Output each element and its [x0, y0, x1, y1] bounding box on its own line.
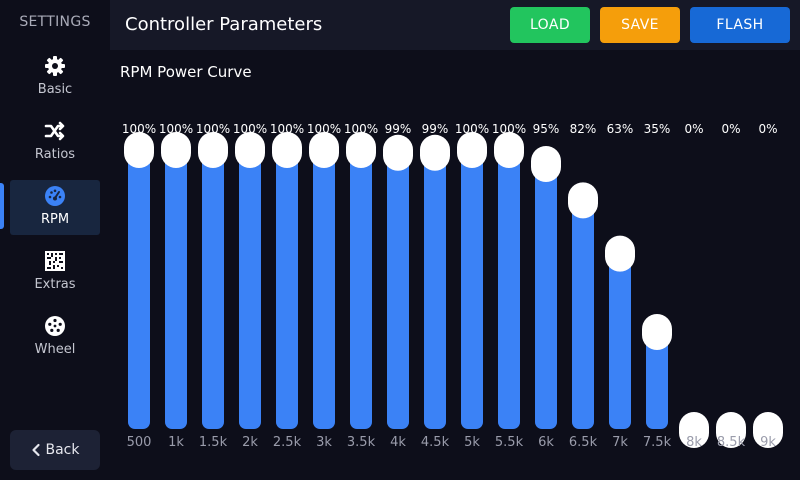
- slider-bar[interactable]: [461, 150, 483, 429]
- slider-knob[interactable]: [716, 412, 746, 448]
- section-title: RPM Power Curve: [120, 63, 252, 81]
- slider-knob[interactable]: [457, 132, 487, 168]
- sidebar-item-basic[interactable]: Basic: [10, 50, 100, 105]
- rpm-tick-label: 6.5k: [569, 435, 598, 450]
- slider-knob[interactable]: [494, 132, 524, 168]
- rpm-tick-label: 3.5k: [347, 435, 376, 450]
- value-label: 63%: [607, 122, 634, 136]
- shuffle-icon: [44, 121, 65, 141]
- slider-knob[interactable]: [161, 132, 191, 168]
- slider-knob[interactable]: [198, 132, 228, 168]
- value-label: 99%: [422, 122, 449, 136]
- sidebar-item-extras[interactable]: Extras: [10, 245, 100, 300]
- active-indicator: [0, 183, 4, 229]
- rpm-power-curve-chart: 100% 500 100% 1k 100% 1.5k 100% 2k 100% 2.5k 100% 3…: [122, 122, 783, 450]
- value-label: 82%: [570, 122, 597, 136]
- sidebar-item-wheel[interactable]: Wheel: [10, 310, 100, 365]
- slider-bar[interactable]: [387, 152, 409, 430]
- value-label: 100%: [159, 122, 193, 136]
- wheel-icon: [45, 316, 65, 336]
- rpm-tick-label: 2k: [242, 435, 258, 450]
- sidebar-item-ratios[interactable]: Ratios: [10, 115, 100, 170]
- page-title: Controller Parameters: [125, 14, 323, 35]
- value-label: 100%: [233, 122, 267, 136]
- value-label: 35%: [644, 122, 671, 136]
- gauge-icon: [45, 186, 65, 206]
- rpm-tick-label: 1.5k: [199, 435, 228, 450]
- rpm-tick-label: 7.5k: [643, 435, 672, 450]
- value-label: 100%: [455, 122, 489, 136]
- slider-bar[interactable]: [165, 150, 187, 429]
- rpm-tick-label: 8.5k: [717, 435, 746, 450]
- gear-icon: [45, 56, 65, 76]
- slider-knob[interactable]: [272, 132, 302, 168]
- chevron-left-icon: [31, 443, 40, 457]
- header: Controller Parameters LOAD SAVE FLASH: [110, 0, 800, 50]
- slider-knob[interactable]: [642, 314, 672, 350]
- sidebar: SETTINGS Basic: [0, 0, 110, 480]
- value-label: 0%: [758, 122, 777, 136]
- value-label: 100%: [270, 122, 304, 136]
- slider-knob[interactable]: [124, 132, 154, 168]
- value-label: 0%: [684, 122, 703, 136]
- rpm-tick-label: 4k: [390, 435, 406, 450]
- slider-knob[interactable]: [420, 134, 450, 171]
- slider-bar[interactable]: [609, 253, 631, 429]
- sidebar-item-rpm[interactable]: RPM: [10, 180, 100, 235]
- rpm-tick-label: 5k: [464, 435, 480, 450]
- slider-bar[interactable]: [498, 150, 520, 429]
- slider-knob[interactable]: [568, 182, 598, 219]
- save-button[interactable]: SAVE: [600, 7, 680, 43]
- rpm-tick-label: 1k: [168, 435, 184, 450]
- sidebar-item-label: Wheel: [34, 342, 76, 357]
- slider-knob[interactable]: [383, 134, 413, 171]
- slider-bar[interactable]: [535, 164, 557, 429]
- slider-knob[interactable]: [346, 132, 376, 168]
- slider-bar[interactable]: [424, 152, 446, 430]
- qr-icon: [45, 251, 65, 271]
- value-label: 0%: [721, 122, 740, 136]
- sidebar-item-label: Ratios: [34, 147, 76, 162]
- slider-bar[interactable]: [572, 200, 594, 429]
- value-label: 100%: [344, 122, 378, 136]
- slider-bar[interactable]: [239, 150, 261, 429]
- slider-knob[interactable]: [679, 412, 709, 448]
- slider-knob[interactable]: [605, 235, 635, 272]
- slider-knob[interactable]: [309, 132, 339, 168]
- value-label: 95%: [533, 122, 560, 136]
- sidebar-item-label: Basic: [37, 82, 73, 97]
- rpm-tick-label: 2.5k: [273, 435, 302, 450]
- load-button[interactable]: LOAD: [510, 7, 590, 43]
- slider-bar[interactable]: [276, 150, 298, 429]
- back-button[interactable]: Back: [10, 430, 100, 470]
- value-label: 99%: [385, 122, 412, 136]
- value-label: 100%: [492, 122, 526, 136]
- rpm-tick-label: 6k: [538, 435, 554, 450]
- slider-knob[interactable]: [235, 132, 265, 168]
- flash-button[interactable]: FLASH: [690, 7, 790, 43]
- rpm-tick-label: 4.5k: [421, 435, 450, 450]
- slider-bar[interactable]: [646, 332, 668, 429]
- sidebar-item-label: RPM: [40, 212, 70, 227]
- sidebar-title: SETTINGS: [19, 14, 91, 30]
- slider-bar[interactable]: [202, 150, 224, 429]
- slider-bar[interactable]: [313, 150, 335, 429]
- slider-knob[interactable]: [753, 412, 783, 448]
- value-label: 100%: [122, 122, 156, 136]
- rpm-tick-label: 3k: [316, 435, 332, 450]
- value-label: 100%: [307, 122, 341, 136]
- slider-knob[interactable]: [531, 146, 561, 182]
- rpm-tick-label: 5.5k: [495, 435, 524, 450]
- value-label: 100%: [196, 122, 230, 136]
- slider-bar[interactable]: [350, 150, 372, 429]
- rpm-tick-label: 9k: [760, 435, 776, 450]
- rpm-tick-label: 500: [127, 435, 152, 450]
- sidebar-item-label: Extras: [34, 277, 76, 292]
- rpm-tick-label: 8k: [686, 435, 702, 450]
- back-label: Back: [45, 442, 80, 458]
- rpm-tick-label: 7k: [612, 435, 628, 450]
- slider-bar[interactable]: [128, 150, 150, 429]
